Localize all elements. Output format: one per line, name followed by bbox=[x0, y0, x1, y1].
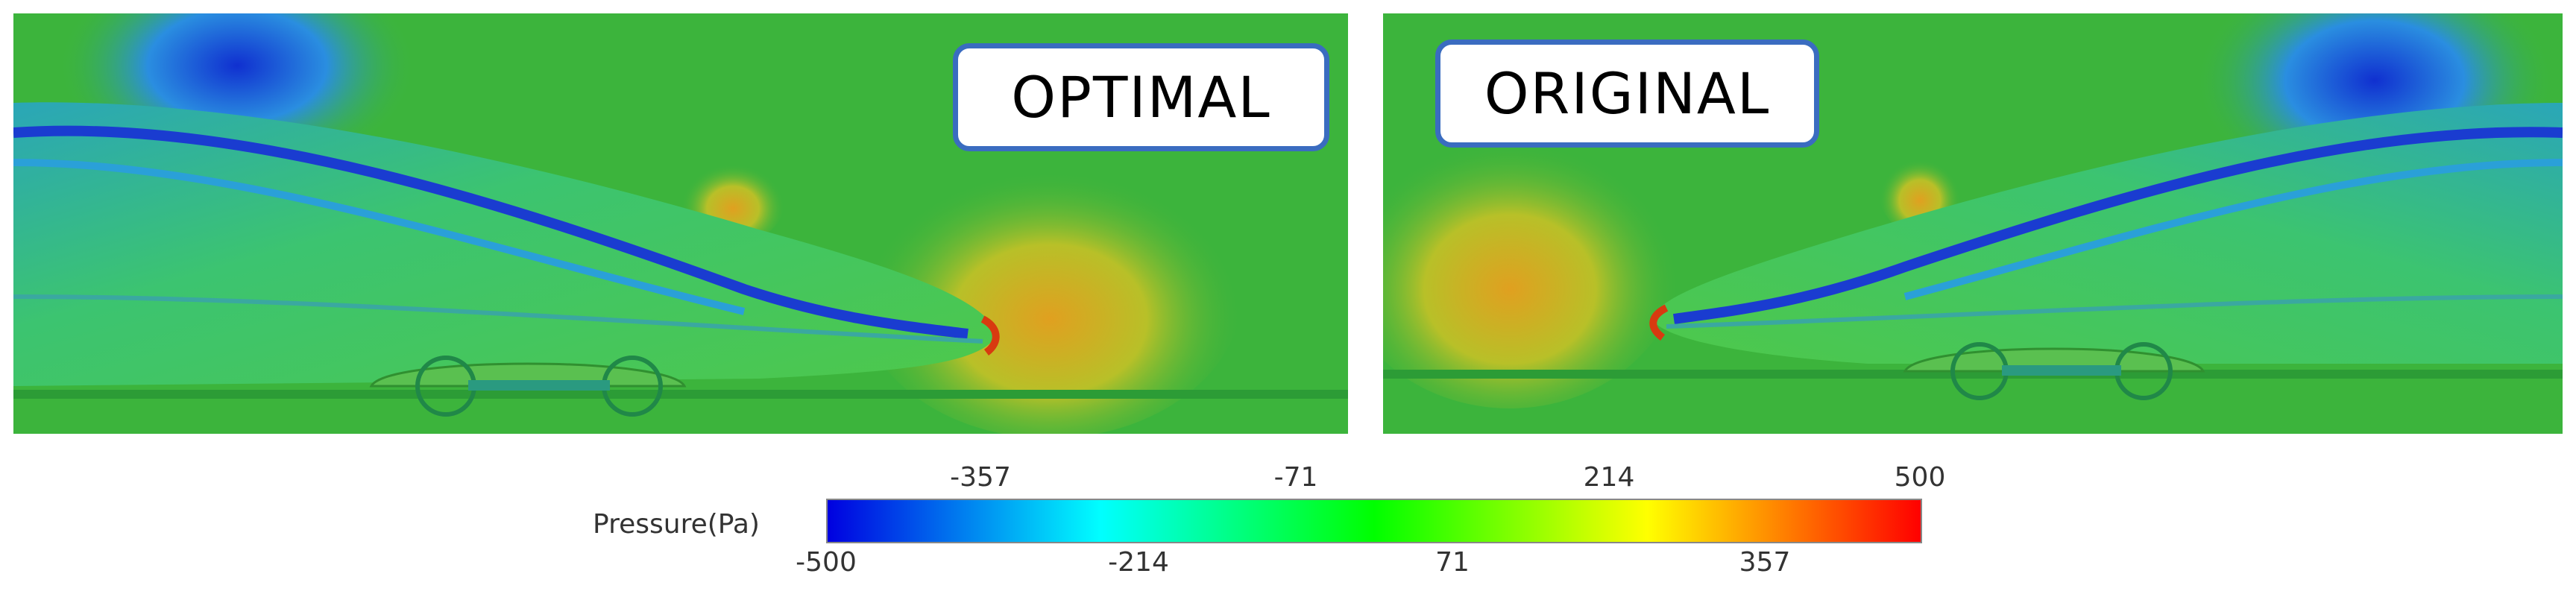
colorbar-tick-top-2: -71 bbox=[1273, 462, 1318, 493]
colorbar-tick-bottom-1: -500 bbox=[796, 547, 857, 578]
colorbar-tick-bottom-4: 357 bbox=[1739, 547, 1791, 578]
colorbar-tick-top-3: 214 bbox=[1583, 462, 1635, 493]
optimal-label: OPTIMAL bbox=[953, 43, 1329, 151]
colorbar-title: Pressure(Pa) bbox=[593, 509, 760, 540]
original-pressure-image bbox=[1383, 13, 2563, 434]
optimal-pressure-field: OPTIMAL bbox=[13, 13, 1348, 434]
colorbar-tick-bottom-2: -214 bbox=[1108, 547, 1169, 578]
original-pressure-field: ORIGINAL bbox=[1383, 13, 2563, 434]
colorbar-tick-bottom-3: 71 bbox=[1435, 547, 1470, 578]
colorbar-tick-top-1: -357 bbox=[950, 462, 1011, 493]
pressure-colorbar bbox=[826, 499, 1922, 543]
original-label: ORIGINAL bbox=[1435, 40, 1819, 148]
colorbar-tick-top-4: 500 bbox=[1894, 462, 1946, 493]
